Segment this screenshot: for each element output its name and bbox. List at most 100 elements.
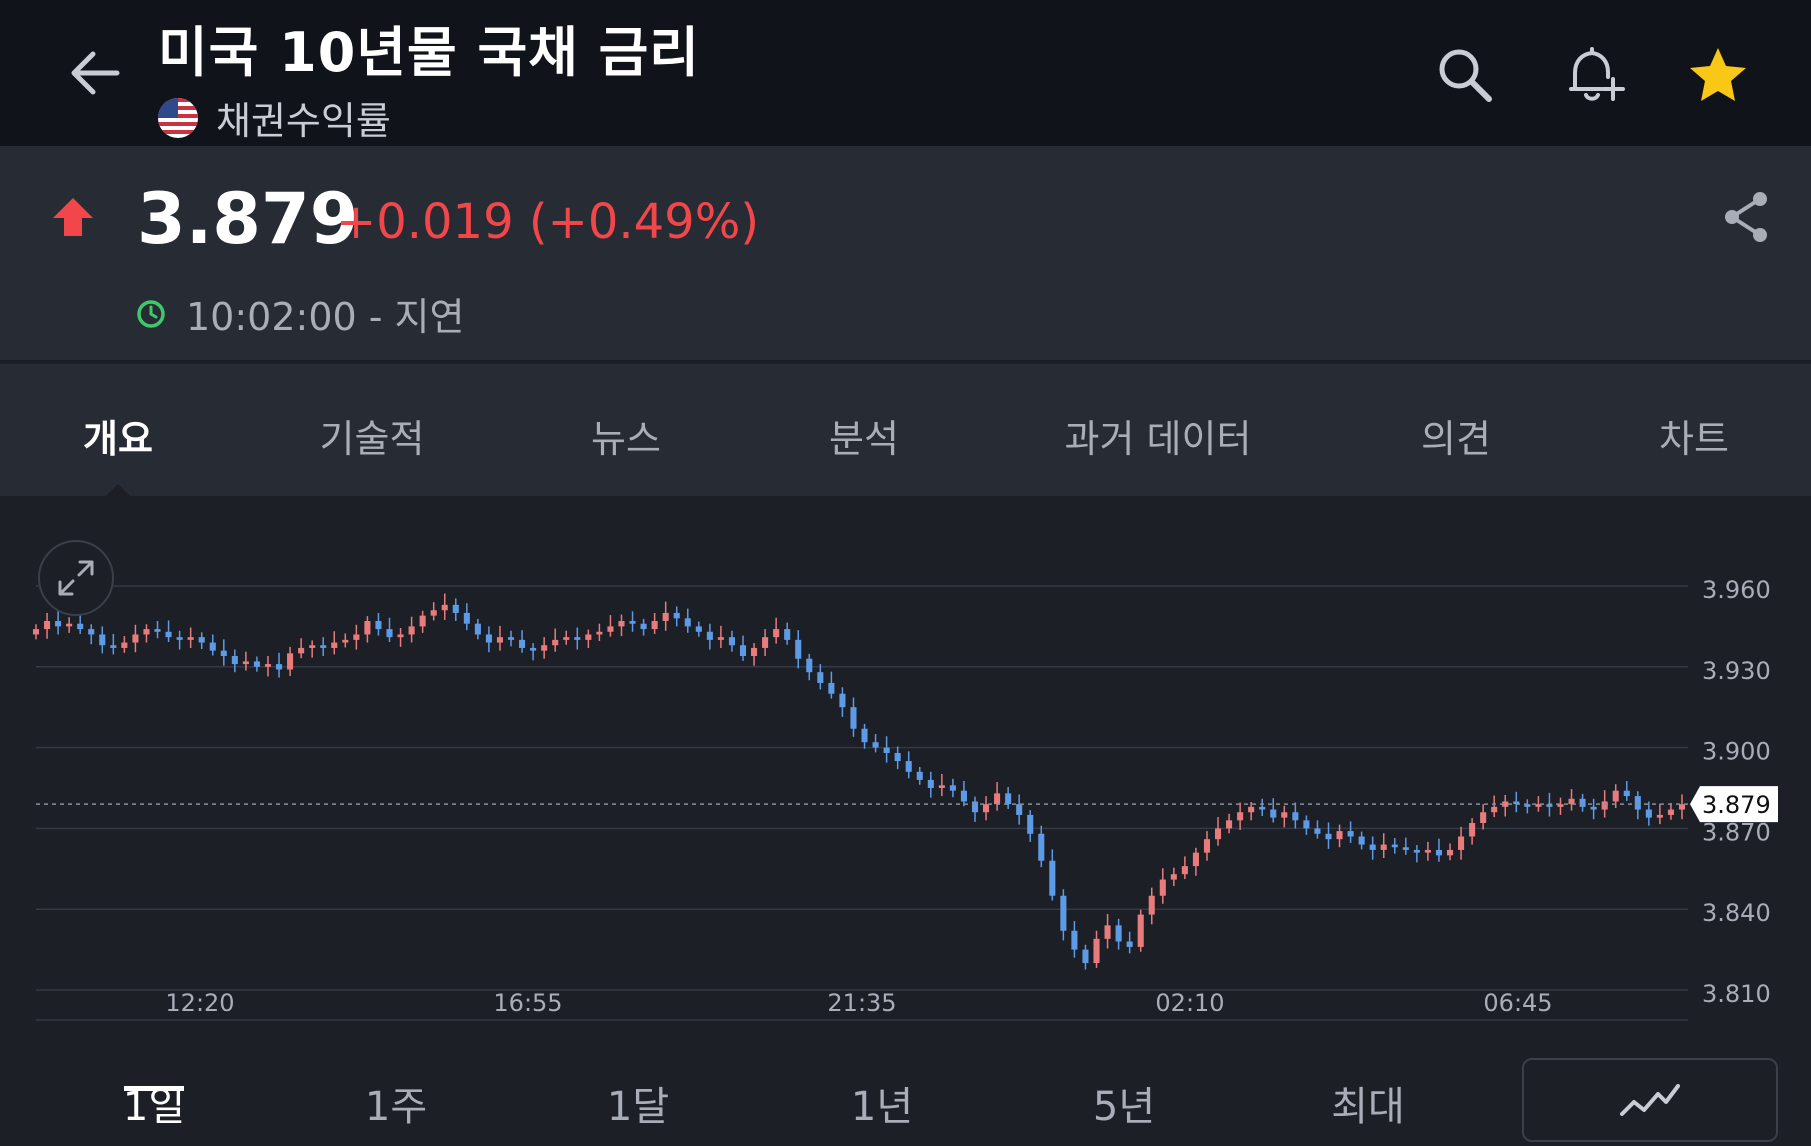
candle-body (408, 626, 415, 635)
candle-body (640, 623, 647, 630)
candle-body (1170, 874, 1177, 880)
candle-body (154, 629, 161, 632)
candle-body (331, 642, 338, 648)
chart-type-button[interactable] (1522, 1058, 1778, 1142)
candle-body (88, 629, 95, 635)
range-1y[interactable]: 1년 (850, 1084, 914, 1130)
candle-body (585, 634, 592, 640)
arrow-up-icon (53, 198, 93, 236)
candle-body (1115, 925, 1122, 942)
candle-body (474, 623, 481, 635)
candle-body (132, 634, 139, 643)
candle-body (1579, 798, 1586, 807)
candle-body (552, 639, 559, 646)
candle-body (662, 612, 669, 622)
candle-body (1513, 801, 1520, 805)
candle-body (430, 610, 437, 616)
add-alert-button[interactable] (1560, 40, 1630, 110)
x-tick-label: 02:10 (1155, 989, 1224, 1017)
candle-body (253, 661, 260, 667)
candle-body (231, 656, 238, 665)
candle-body (309, 645, 316, 648)
candle-body (960, 790, 967, 802)
x-tick-label: 12:20 (165, 989, 234, 1017)
candle-body (441, 604, 448, 611)
candle-body (872, 742, 879, 748)
candle-body (1491, 806, 1498, 813)
range-1w[interactable]: 1주 (364, 1084, 428, 1130)
x-tick-label: 06:45 (1483, 989, 1552, 1017)
tab-historical-data[interactable]: 과거 데이터 (1064, 417, 1252, 461)
candle-body (1303, 820, 1310, 829)
active-tab-indicator (106, 484, 130, 496)
tab-comments[interactable]: 의견 (1421, 417, 1491, 461)
candle-body (176, 637, 183, 640)
candle-body (198, 637, 205, 643)
candle-body (629, 621, 636, 624)
candle-body (971, 801, 979, 813)
tab-analysis[interactable]: 분석 (829, 417, 899, 461)
y-tick-label: 3.870 (1702, 818, 1771, 846)
tab-news[interactable]: 뉴스 (591, 417, 661, 461)
range-1m[interactable]: 1달 (606, 1084, 670, 1130)
candle-body (1590, 806, 1597, 810)
share-button[interactable] (1716, 182, 1776, 252)
candle-body (883, 747, 890, 753)
candle-body (1612, 790, 1619, 802)
range-max[interactable]: 최대 (1331, 1084, 1405, 1130)
favorite-button[interactable] (1683, 40, 1753, 110)
app-header: 미국 10년물 국채 금리 채권수익률 (0, 0, 1811, 146)
candle-body (983, 804, 990, 813)
candle-body (1104, 925, 1111, 939)
range-5y[interactable]: 5년 (1092, 1084, 1156, 1130)
candle-body (596, 631, 603, 635)
candle-body (1148, 895, 1155, 915)
back-button[interactable] (60, 38, 130, 108)
candle-body (209, 642, 216, 651)
clock-icon (137, 299, 165, 328)
candle-body (1601, 801, 1608, 810)
range-1d[interactable]: 1일 (122, 1084, 186, 1130)
candle-body (728, 637, 735, 646)
expand-chart-button[interactable] (38, 540, 114, 616)
tab-chart[interactable]: 차트 (1659, 417, 1729, 461)
tab-technical[interactable]: 기술적 (319, 417, 425, 461)
us-flag-icon (158, 97, 198, 138)
candle-body (1270, 809, 1277, 818)
y-tick-label: 3.900 (1702, 738, 1771, 766)
candle-body (1667, 809, 1674, 815)
current-price-label: 3.879 (1702, 791, 1771, 819)
candle-body (1656, 814, 1663, 818)
candle-body (717, 637, 724, 640)
active-range-underline (124, 1086, 184, 1091)
candle-body (1314, 828, 1321, 834)
candle-body (1347, 831, 1354, 837)
time-range-selector: 1일 1주 1달 1년 5년 최대 (0, 1036, 1811, 1146)
search-button[interactable] (1430, 40, 1500, 110)
candle-body (1413, 849, 1420, 853)
candle-body (1458, 836, 1465, 850)
candle-body (1126, 941, 1133, 947)
candle-body (618, 621, 625, 627)
candle-body (839, 693, 846, 708)
candle-body (342, 639, 349, 643)
candle-body (1137, 914, 1144, 947)
last-price: 3.879 (137, 178, 359, 260)
candle-body (419, 615, 426, 627)
candle-body (1259, 806, 1266, 810)
candle-body (99, 634, 106, 646)
candle-body (77, 623, 84, 630)
star-icon (1690, 48, 1746, 101)
candle-body (706, 631, 713, 640)
candle-body (1082, 949, 1089, 964)
candle-body (242, 661, 249, 665)
candle-body (298, 647, 305, 654)
quote-panel: 3.879 +0.019 (+0.49%) 10:02:00 - 지연 (0, 146, 1811, 362)
candle-body (739, 645, 747, 657)
candle-body (397, 634, 404, 638)
candle-body (44, 621, 51, 630)
candle-body (1027, 814, 1034, 834)
search-icon (1439, 49, 1492, 102)
candle-body (364, 621, 371, 635)
tab-overview[interactable]: 개요 (83, 417, 153, 461)
